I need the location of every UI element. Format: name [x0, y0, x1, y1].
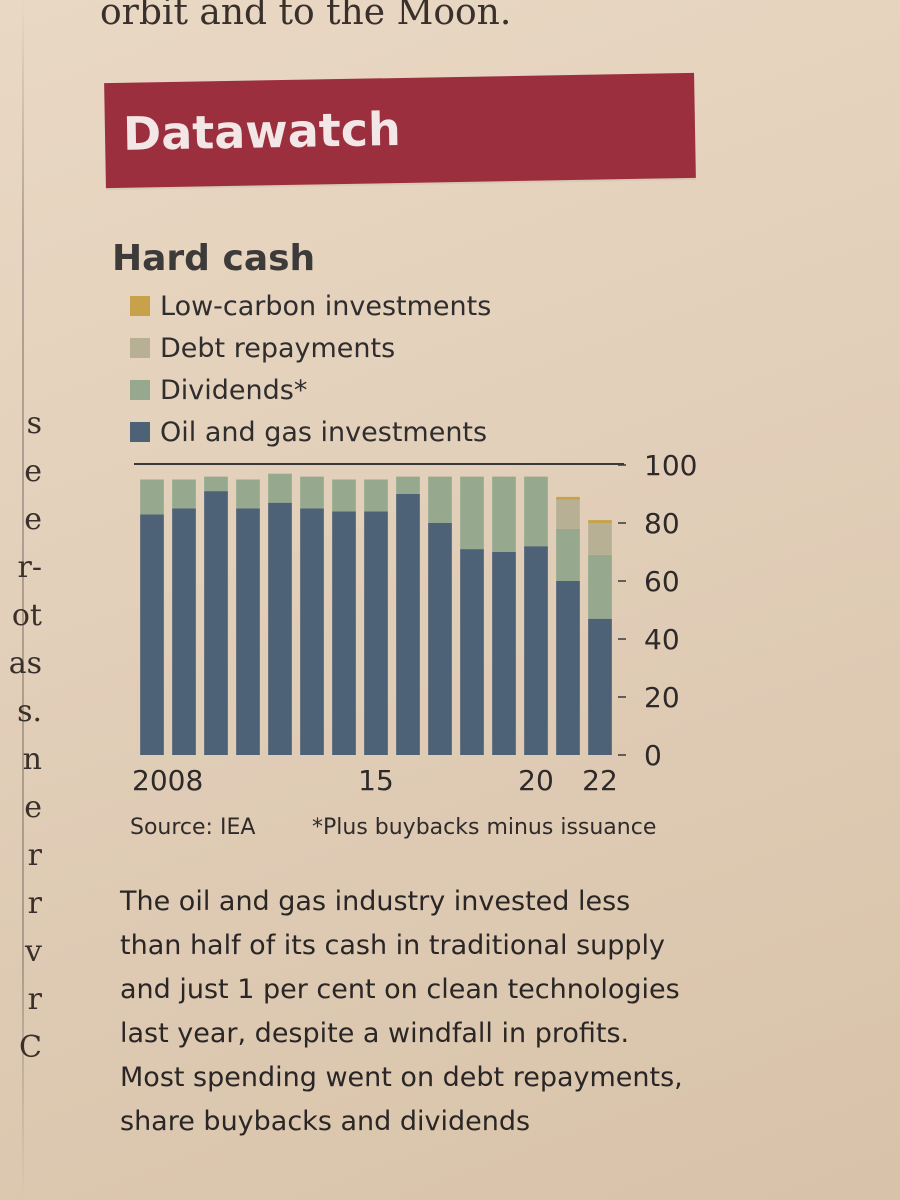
- column-rule: [22, 0, 24, 1200]
- y-tick-label: 20: [644, 681, 680, 714]
- bar-segment: [556, 499, 580, 529]
- left-column-fragment: e: [24, 454, 42, 489]
- bar-segment: [588, 618, 612, 755]
- legend-label: Dividends*: [160, 374, 308, 406]
- bar-segment: [140, 514, 164, 755]
- bar-segment: [172, 479, 196, 509]
- bar-segment: [364, 511, 388, 755]
- bar-segment: [524, 476, 548, 547]
- legend-swatch: [130, 422, 150, 442]
- y-tick-label: 60: [644, 565, 680, 598]
- bar-segment: [396, 494, 420, 755]
- bar-segment: [460, 476, 484, 550]
- bar-segment: [204, 491, 228, 755]
- caption-line: than half of its cash in traditional sup…: [120, 930, 666, 961]
- chart-legend: Low-carbon investments Debt repayments Div…: [130, 285, 491, 453]
- chart-title: Hard cash: [112, 238, 316, 279]
- left-column-fragment: n: [22, 742, 42, 777]
- left-column-text: s e e r-ot as s. n e r r v r C: [0, 400, 60, 1072]
- bar-segment: [332, 479, 356, 512]
- x-tick-label: 20: [518, 764, 554, 797]
- left-column-fragment: s: [26, 406, 42, 441]
- left-column-fragment: r: [27, 838, 42, 873]
- left-column-fragment: r: [27, 886, 42, 921]
- legend-item: Oil and gas investments: [130, 411, 491, 453]
- bar-segment: [556, 528, 580, 581]
- left-column-fragment: as: [8, 646, 42, 681]
- legend-swatch: [130, 338, 150, 358]
- left-column-fragment: C: [19, 1030, 42, 1065]
- legend-item: Debt repayments: [130, 327, 491, 369]
- chart-source: Source: IEA: [130, 815, 256, 840]
- bar-segment: [428, 476, 452, 523]
- legend-swatch: [130, 296, 150, 316]
- caption-line: Most spending went on debt repayments,: [120, 1062, 683, 1093]
- bar-segment: [492, 476, 516, 552]
- y-tick-label: 0: [644, 739, 662, 772]
- caption-line: and just 1 per cent on clean technologie…: [120, 974, 680, 1005]
- bar-segment: [396, 476, 420, 494]
- legend-label: Low-carbon investments: [160, 290, 492, 322]
- left-column-fragment: r-: [17, 550, 42, 585]
- legend-swatch: [130, 380, 150, 400]
- legend-item: Low-carbon investments: [130, 285, 491, 327]
- bar-segment: [236, 479, 260, 509]
- left-column-fragment: e: [24, 502, 42, 537]
- left-column-fragment: v: [25, 934, 42, 969]
- bar-segment: [268, 502, 292, 755]
- y-tick-label: 40: [644, 623, 680, 656]
- bar-segment: [588, 523, 612, 555]
- article-top-line: orbit and to the Moon.: [100, 0, 512, 33]
- legend-item: Dividends*: [130, 369, 491, 411]
- bar-segment: [332, 511, 356, 755]
- legend-label: Oil and gas investments: [160, 416, 488, 448]
- bar-segment: [588, 554, 612, 619]
- caption-line: The oil and gas industry invested less: [120, 886, 631, 917]
- bar-segment: [556, 581, 580, 755]
- caption-line: last year, despite a windfall in profits…: [120, 1018, 630, 1049]
- caption-text: The oil and gas industry invested less th…: [120, 880, 720, 1144]
- bar-segment: [172, 508, 196, 755]
- bar-segment: [588, 520, 612, 523]
- bar-segment: [236, 508, 260, 755]
- bar-segment: [364, 479, 388, 512]
- bar-segment: [268, 473, 292, 503]
- bar-segment: [300, 476, 324, 509]
- bar-segment: [204, 476, 228, 492]
- left-column-fragment: r: [27, 982, 42, 1017]
- bar-segment: [300, 508, 324, 755]
- x-tick-label: 22: [582, 764, 618, 797]
- chart-footnote: *Plus buybacks minus issuance: [312, 815, 657, 840]
- x-tick-label: 15: [358, 764, 394, 797]
- caption-line: share buybacks and dividends: [120, 1106, 531, 1137]
- left-column-fragment: s.: [17, 694, 42, 729]
- bar-segment: [492, 552, 516, 755]
- y-tick-label: 100: [644, 449, 697, 482]
- bar-segment: [428, 523, 452, 755]
- y-tick-label: 80: [644, 507, 680, 540]
- left-column-fragment: e: [24, 790, 42, 825]
- bar-segment: [460, 549, 484, 755]
- bar-segment: [140, 479, 164, 515]
- legend-label: Debt repayments: [160, 332, 396, 364]
- left-column-fragment: ot: [11, 598, 42, 633]
- bar-segment: [556, 496, 580, 500]
- x-tick-label: 2008: [132, 764, 203, 797]
- bar-segment: [524, 546, 548, 755]
